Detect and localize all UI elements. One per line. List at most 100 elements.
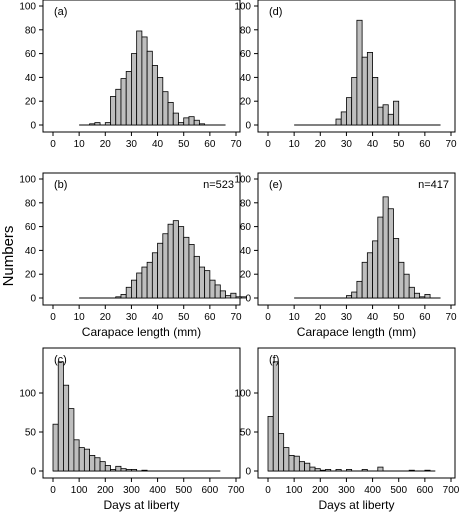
x-axis: 0 10 20 30 40 50 60 70 — [50, 305, 242, 323]
bar — [99, 461, 106, 472]
bar — [104, 122, 111, 126]
bar — [141, 469, 148, 472]
bar — [278, 433, 285, 472]
bar — [361, 261, 368, 299]
bar — [57, 361, 64, 472]
y-axis: 0 20 40 60 80 100 — [19, 2, 43, 132]
bar — [131, 469, 138, 472]
y-tick-label: 60 — [25, 49, 37, 60]
x-tick-label: 0 — [50, 139, 56, 150]
panel-c: 0 100 200 300 400 500 600 700 0 50 100 (c) Days at l… — [19, 347, 245, 512]
panel-label: (e) — [269, 179, 282, 191]
bar — [115, 296, 122, 299]
bar — [188, 244, 195, 299]
x-tick-label: 60 — [419, 312, 431, 323]
x-axis-label: Days at liberty — [103, 498, 179, 512]
x-tick-label: 300 — [338, 485, 355, 496]
bar — [89, 123, 96, 126]
bar — [68, 408, 75, 472]
y-tick-label: 80 — [240, 198, 252, 209]
y-tick-label: 100 — [19, 2, 36, 13]
bar — [131, 53, 138, 126]
bar — [146, 261, 153, 299]
x-tick-label: 50 — [393, 139, 405, 150]
bar — [230, 292, 237, 299]
x-axis-label: Days at liberty — [318, 498, 394, 512]
bar — [335, 469, 342, 472]
x-tick-label: 400 — [149, 485, 166, 496]
y-axis: 0 20 40 60 80 100 — [234, 175, 258, 305]
panel-label: (d) — [269, 6, 282, 18]
y-tick-label: 100 — [234, 389, 251, 400]
x-tick-label: 40 — [152, 139, 164, 150]
bar — [110, 469, 117, 472]
bar — [110, 96, 117, 126]
y-tick-label: 20 — [25, 270, 37, 281]
bar — [183, 117, 190, 126]
bar — [219, 290, 226, 299]
bar — [314, 468, 321, 472]
bar — [225, 295, 232, 299]
y-tick-label: 0 — [30, 294, 36, 305]
sample-size-annotation: n=523 — [203, 179, 234, 191]
panel-frame — [42, 172, 241, 306]
x-tick-label: 30 — [126, 312, 138, 323]
bar — [73, 439, 80, 472]
x-tick-label: 0 — [50, 485, 56, 496]
x-tick-label: 50 — [393, 312, 405, 323]
bar — [319, 469, 326, 472]
bar — [183, 236, 190, 299]
y-tick-label: 0 — [245, 467, 251, 478]
bar — [162, 233, 169, 299]
bar — [387, 113, 394, 126]
y-tick-label: 0 — [245, 121, 251, 132]
x-tick-label: 0 — [265, 312, 271, 323]
panel-label: (c) — [54, 354, 67, 366]
panel-frame — [42, 347, 241, 479]
bar — [377, 216, 384, 299]
bar — [267, 415, 274, 472]
x-tick-label: 20 — [100, 139, 112, 150]
x-tick-label: 30 — [126, 139, 138, 150]
bar — [408, 469, 415, 472]
bar — [125, 286, 132, 299]
y-tick-label: 40 — [25, 246, 37, 257]
x-tick-label: 10 — [74, 312, 86, 323]
y-tick-label: 40 — [240, 73, 252, 84]
y-tick-label: 0 — [30, 467, 36, 478]
x-axis: 0 100 200 300 400 500 600 700 — [265, 478, 460, 496]
bar — [288, 454, 295, 472]
y-tick-label: 100 — [19, 175, 36, 186]
x-tick-label: 300 — [123, 485, 140, 496]
y-tick-label: 0 — [245, 294, 251, 305]
x-tick-label: 30 — [341, 139, 353, 150]
bar — [167, 101, 174, 126]
x-tick-label: 10 — [74, 139, 86, 150]
bar — [325, 469, 332, 472]
bar — [63, 384, 70, 472]
panel-d: 0 10 20 30 40 50 60 70 0 20 40 60 80 100 (d) — [234, 0, 457, 150]
x-tick-label: 70 — [445, 312, 457, 323]
sample-size-annotation: n=417 — [418, 179, 449, 191]
y-axis-label: Numbers — [0, 226, 17, 287]
bar — [94, 457, 101, 472]
bar — [131, 279, 138, 299]
y-tick-label: 60 — [25, 222, 37, 233]
x-tick-label: 50 — [178, 312, 190, 323]
bars — [52, 361, 148, 472]
bars — [267, 361, 431, 472]
y-tick-label: 80 — [25, 25, 37, 36]
x-tick-label: 40 — [367, 139, 379, 150]
y-tick-label: 100 — [234, 2, 251, 13]
bar — [94, 122, 101, 126]
bars — [346, 196, 431, 299]
bar — [424, 469, 431, 472]
bar — [136, 272, 143, 299]
panel-a: 0 10 20 30 40 50 60 70 0 20 40 60 80 100 (a) — [19, 0, 242, 150]
bars — [115, 220, 247, 299]
bar — [83, 448, 91, 472]
x-tick-label: 100 — [286, 485, 303, 496]
bar — [351, 77, 358, 126]
y-tick-label: 80 — [25, 198, 37, 209]
bar — [419, 296, 426, 299]
